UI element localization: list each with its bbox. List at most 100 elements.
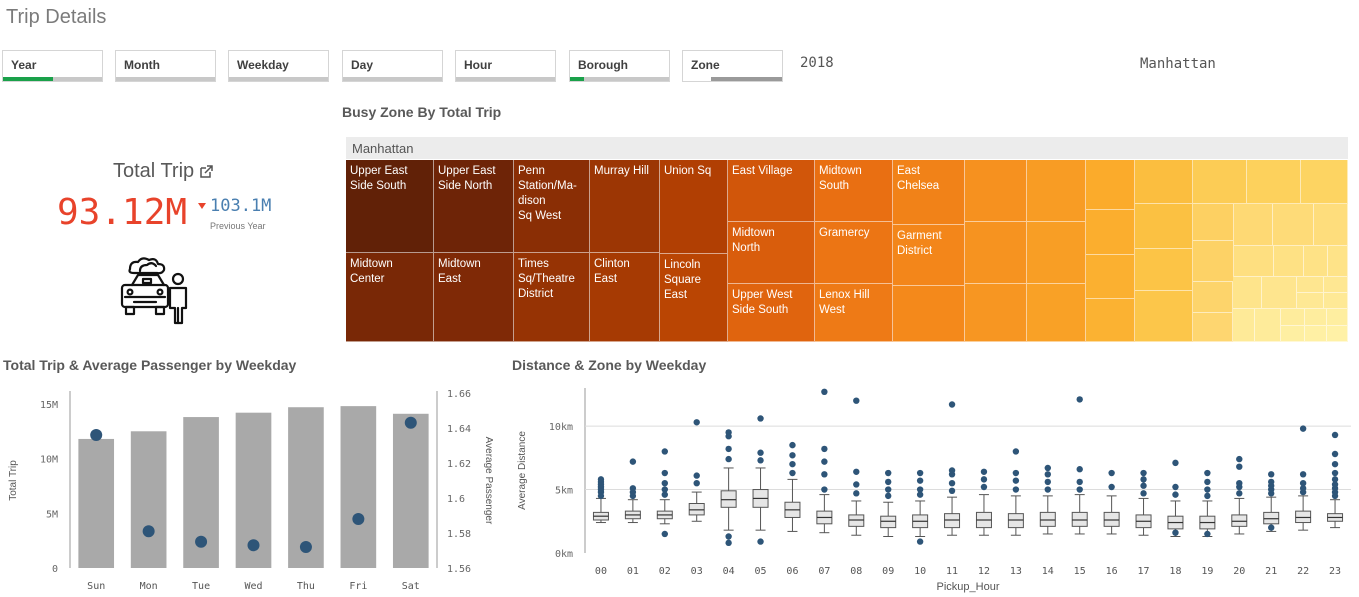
treemap-tile[interactable] <box>1247 160 1301 204</box>
treemap-tile[interactable] <box>1314 204 1348 246</box>
treemap-tile[interactable]: Midtown North <box>728 222 815 284</box>
filter-zone[interactable]: Zone <box>682 50 783 82</box>
filter-year[interactable]: Year <box>2 50 103 82</box>
outlier-point[interactable] <box>948 487 956 495</box>
outlier-point[interactable] <box>885 486 892 493</box>
box[interactable] <box>880 515 897 529</box>
outlier-point[interactable] <box>1140 476 1147 483</box>
outlier-point[interactable] <box>821 471 828 478</box>
outlier-point[interactable] <box>1076 486 1083 493</box>
outlier-point[interactable] <box>1044 486 1051 493</box>
treemap-tile[interactable] <box>1297 277 1324 293</box>
outlier-point[interactable] <box>948 467 956 474</box>
outlier-point[interactable] <box>789 452 796 459</box>
treemap-tile[interactable]: East Village <box>728 160 815 222</box>
outlier-point[interactable] <box>1268 471 1275 478</box>
outlier-point[interactable] <box>1331 469 1339 477</box>
treemap-tile[interactable] <box>1305 326 1327 342</box>
filter-hour[interactable]: Hour <box>455 50 556 82</box>
outlier-point[interactable] <box>1268 478 1275 486</box>
outlier-point[interactable] <box>1044 478 1051 486</box>
outlier-point[interactable] <box>1076 478 1083 486</box>
treemap-tile[interactable] <box>965 284 1027 342</box>
outlier-point[interactable] <box>725 539 732 547</box>
bar[interactable] <box>130 431 167 568</box>
treemap-tile[interactable] <box>1301 160 1348 204</box>
outlier-point[interactable] <box>853 481 860 488</box>
outlier-point[interactable] <box>853 397 860 404</box>
outlier-point[interactable] <box>789 469 796 477</box>
outlier-point[interactable] <box>1331 476 1339 483</box>
outlier-point[interactable] <box>693 419 700 426</box>
filter-weekday[interactable]: Weekday <box>228 50 329 82</box>
treemap-tile[interactable] <box>1304 246 1328 277</box>
outlier-point[interactable] <box>1012 469 1020 477</box>
treemap-tile[interactable] <box>1255 309 1281 342</box>
treemap-tile[interactable] <box>1193 204 1234 241</box>
outlier-point[interactable] <box>693 472 700 479</box>
outlier-point[interactable] <box>661 469 668 477</box>
treemap-tile[interactable]: Upper East Side North <box>434 160 514 253</box>
box[interactable] <box>720 490 737 508</box>
passenger-dot[interactable] <box>90 429 103 441</box>
box[interactable] <box>1071 511 1088 527</box>
filter-borough[interactable]: Borough <box>569 50 670 82</box>
outlier-point[interactable] <box>661 486 668 493</box>
treemap-tile[interactable]: Clinton East <box>590 253 660 342</box>
outlier-point[interactable] <box>1108 483 1115 491</box>
filter-day[interactable]: Day <box>342 50 443 82</box>
treemap-tile[interactable]: Upper West Side South <box>728 284 815 342</box>
passenger-dot[interactable] <box>195 535 208 548</box>
outlier-point[interactable] <box>1012 448 1020 455</box>
treemap-tile[interactable] <box>1324 277 1348 293</box>
treemap-tile[interactable]: Upper East Side South <box>346 160 434 253</box>
outlier-point[interactable] <box>916 477 924 484</box>
outlier-point[interactable] <box>1331 481 1339 488</box>
outlier-point[interactable] <box>1299 479 1307 487</box>
treemap-tile[interactable]: East Chelsea <box>893 160 965 225</box>
box[interactable] <box>1007 513 1024 529</box>
treemap-tile[interactable]: Gramercy <box>815 222 893 284</box>
treemap-tile[interactable] <box>1281 326 1305 342</box>
outlier-point[interactable] <box>789 460 796 468</box>
outlier-point[interactable] <box>1172 491 1179 498</box>
treemap-tile[interactable] <box>1086 160 1135 210</box>
treemap-tile[interactable] <box>1305 309 1327 326</box>
outlier-point[interactable] <box>1299 471 1307 478</box>
outlier-point[interactable] <box>1204 486 1211 493</box>
outlier-point[interactable] <box>1204 530 1211 538</box>
outlier-point[interactable] <box>1236 479 1243 487</box>
outlier-point[interactable] <box>980 476 988 483</box>
outlier-point[interactable] <box>1236 490 1243 497</box>
treemap-tile[interactable] <box>1262 277 1297 309</box>
treemap-tile[interactable] <box>965 160 1027 222</box>
passenger-dot[interactable] <box>247 539 260 552</box>
outlier-point[interactable] <box>1012 477 1020 484</box>
outlier-point[interactable] <box>725 533 732 540</box>
outlier-point[interactable] <box>885 492 892 500</box>
treemap-tile[interactable]: Times Sq/Theatre District <box>514 253 590 342</box>
box[interactable] <box>1295 510 1312 524</box>
treemap-tile[interactable] <box>1233 309 1255 342</box>
outlier-point[interactable] <box>1044 464 1051 472</box>
outlier-point[interactable] <box>1331 450 1339 458</box>
treemap-tile[interactable] <box>1274 246 1304 277</box>
outlier-point[interactable] <box>1140 490 1147 497</box>
outlier-point[interactable] <box>1331 460 1339 468</box>
treemap-tile[interactable] <box>1234 246 1274 277</box>
treemap-tile[interactable] <box>1281 309 1305 326</box>
treemap-tile[interactable] <box>1027 284 1086 342</box>
outlier-point[interactable] <box>853 468 860 475</box>
treemap-tile[interactable]: Lenox Hill West <box>815 284 893 342</box>
treemap-tile[interactable] <box>1297 293 1324 309</box>
outlier-point[interactable] <box>821 388 828 396</box>
treemap-tile[interactable] <box>1135 160 1193 204</box>
outlier-point[interactable] <box>885 469 892 477</box>
outlier-point[interactable] <box>661 479 668 487</box>
outlier-point[interactable] <box>916 491 924 498</box>
outlier-point[interactable] <box>725 455 732 463</box>
outlier-point[interactable] <box>853 490 860 497</box>
outlier-point[interactable] <box>693 479 700 487</box>
outlier-point[interactable] <box>948 479 956 487</box>
treemap-tile[interactable] <box>1193 160 1247 204</box>
